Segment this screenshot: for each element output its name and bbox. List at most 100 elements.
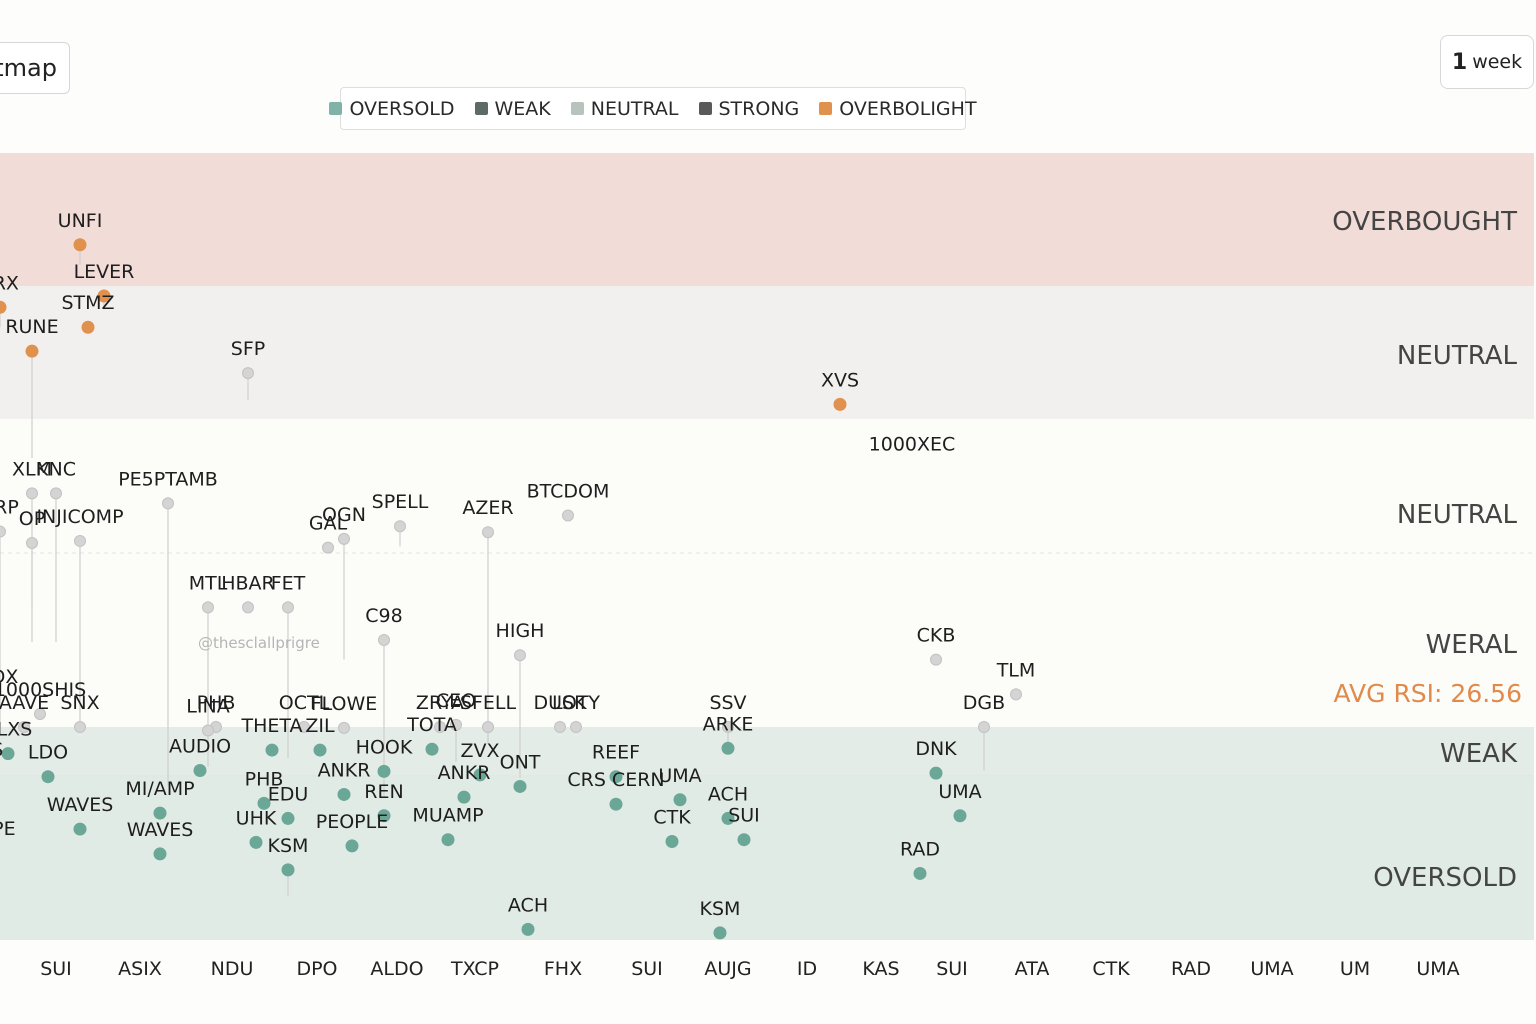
band-weral bbox=[0, 553, 1534, 727]
point-label-zil: ZIL bbox=[305, 715, 335, 737]
point-zil bbox=[313, 743, 327, 757]
point-people bbox=[345, 839, 359, 853]
point-xlm bbox=[26, 487, 38, 500]
point-aave bbox=[18, 721, 30, 733]
point-label-lever: LEVER bbox=[74, 261, 135, 283]
band-labels: OVERBOUGHT NEUTRAL NEUTRAL WERAL WEAK OVERSOL… bbox=[1332, 207, 1518, 893]
point-label-ldo: LDO bbox=[28, 742, 68, 764]
band-neutral bbox=[0, 286, 1534, 419]
point-ksm bbox=[713, 926, 727, 940]
point-hbar bbox=[242, 601, 254, 614]
x-tick-label: CTK bbox=[1092, 958, 1130, 980]
point-knc bbox=[50, 487, 62, 500]
point-audio bbox=[193, 763, 207, 777]
point-stmz bbox=[81, 320, 95, 334]
point-theta bbox=[265, 743, 279, 757]
point-label-knc: KNC bbox=[36, 458, 76, 480]
point-label-uma: UMA bbox=[938, 781, 981, 803]
heatmap-title-button[interactable]: tmap bbox=[0, 42, 70, 94]
point-ach bbox=[521, 922, 535, 936]
point-ctk bbox=[665, 834, 679, 848]
band-label-weak: WEAK bbox=[1440, 739, 1518, 769]
point-dnk bbox=[929, 766, 943, 780]
band-label-neutral: NEUTRAL bbox=[1397, 500, 1518, 530]
point-arke bbox=[721, 741, 735, 755]
point-label-phb: PHB bbox=[245, 768, 284, 790]
point-high bbox=[514, 649, 526, 662]
point-label-xrp: XRP bbox=[0, 497, 19, 519]
title-fragment: tmap bbox=[0, 54, 57, 82]
point-label-edu: EDU bbox=[268, 783, 309, 805]
point-reef bbox=[609, 770, 623, 784]
point-label-loty: LOTY bbox=[552, 692, 600, 714]
point-label-ogn: OGN bbox=[322, 504, 366, 526]
point-label-1000xec: 1000XEC bbox=[869, 434, 956, 456]
point-label-ceo: CEO bbox=[436, 690, 476, 712]
point-op bbox=[26, 536, 38, 549]
band-label-oversold: OVERSOLD bbox=[1373, 863, 1517, 893]
point-snx bbox=[74, 721, 86, 733]
point-label-ankr: ANKR bbox=[438, 762, 491, 784]
point-azer bbox=[482, 526, 494, 539]
point-spell bbox=[394, 520, 406, 533]
point-xvs bbox=[833, 397, 847, 411]
point-label-rad: RAD bbox=[900, 838, 940, 860]
legend-swatch-overbought bbox=[819, 102, 833, 115]
point-label-xvs: XVS bbox=[821, 369, 859, 391]
point-pe5ptamb bbox=[162, 497, 174, 510]
point-unfi bbox=[73, 238, 87, 252]
point-sfp bbox=[242, 367, 254, 380]
point-label-waves: WAVES bbox=[127, 819, 194, 841]
point-label-sfp: SFP bbox=[231, 338, 265, 360]
band-weak-stripe bbox=[0, 727, 1534, 775]
point-label-aave: AAVE bbox=[0, 692, 49, 714]
x-tick-label: TXCP bbox=[450, 958, 499, 980]
x-tick-label: AUJG bbox=[704, 958, 751, 980]
point-ren bbox=[377, 809, 391, 823]
x-tick-label: SUI bbox=[936, 958, 968, 980]
period-selector-button[interactable]: 1 week bbox=[1440, 35, 1534, 89]
point-ssv bbox=[722, 721, 734, 733]
point-fet bbox=[282, 601, 294, 614]
point-uma bbox=[953, 809, 967, 823]
x-tick-label: ASIX bbox=[118, 958, 162, 980]
point-rad bbox=[913, 866, 927, 880]
point-label-stmz: STMZ bbox=[61, 292, 114, 314]
legend-swatch-oversold bbox=[329, 102, 343, 115]
x-tick-label: KAS bbox=[862, 958, 899, 980]
legend: OVERSOLD WEAK NEUTRAL STRONG OVERBOLIGHT bbox=[329, 87, 977, 130]
point-loty bbox=[570, 721, 582, 733]
point-label-muamp: MUAMP bbox=[412, 805, 483, 827]
legend-item-strong: STRONG bbox=[698, 98, 799, 120]
point-label-trx: TRX bbox=[0, 272, 19, 294]
point-zvx bbox=[473, 768, 487, 782]
point-label-unfi: UNFI bbox=[58, 210, 103, 232]
point-label-fet: FET bbox=[271, 572, 306, 594]
legend-swatch-neutral bbox=[570, 102, 584, 115]
point-gal bbox=[322, 541, 334, 554]
point-label-spell: SPELL bbox=[372, 491, 429, 513]
point-ckb bbox=[930, 653, 942, 666]
x-tick-label: NDU bbox=[211, 958, 254, 980]
point-label-lina: LINA bbox=[186, 696, 229, 718]
point-label-hbar: HBAR bbox=[221, 572, 275, 594]
point-label-ksm: KSM bbox=[700, 898, 741, 920]
point-label-snx: SNX bbox=[60, 692, 99, 714]
point-label-xlm: XLM bbox=[12, 458, 52, 480]
legend-item-overbought: OVERBOLIGHT bbox=[819, 98, 977, 120]
point-edu bbox=[281, 811, 295, 825]
point-label-phb: PHB bbox=[197, 692, 236, 714]
point-label-high: HIGH bbox=[496, 620, 545, 642]
x-tick-label: ID bbox=[797, 958, 817, 980]
point-label-tota: TOTA bbox=[406, 714, 457, 736]
point-label-tlm: TLM bbox=[996, 659, 1036, 681]
point-label-mi-amp: MI/AMP bbox=[125, 778, 194, 800]
point-label-pe5ptamb: PE5PTAMB bbox=[118, 468, 218, 490]
point-1000shis bbox=[34, 707, 46, 720]
point-label-mtl: MTL bbox=[189, 572, 228, 594]
point-label-flowe: FLOWE bbox=[311, 693, 378, 715]
x-axis-ticks: SUI ASIX NDU DPO ALDO TXCP FHX SUI AUJG ID KAS SUI A… bbox=[40, 958, 1459, 980]
x-tick-label: UM bbox=[1340, 958, 1370, 980]
point-label-ckb: CKB bbox=[917, 625, 956, 647]
point-label-sfell: SFELL bbox=[460, 692, 517, 714]
